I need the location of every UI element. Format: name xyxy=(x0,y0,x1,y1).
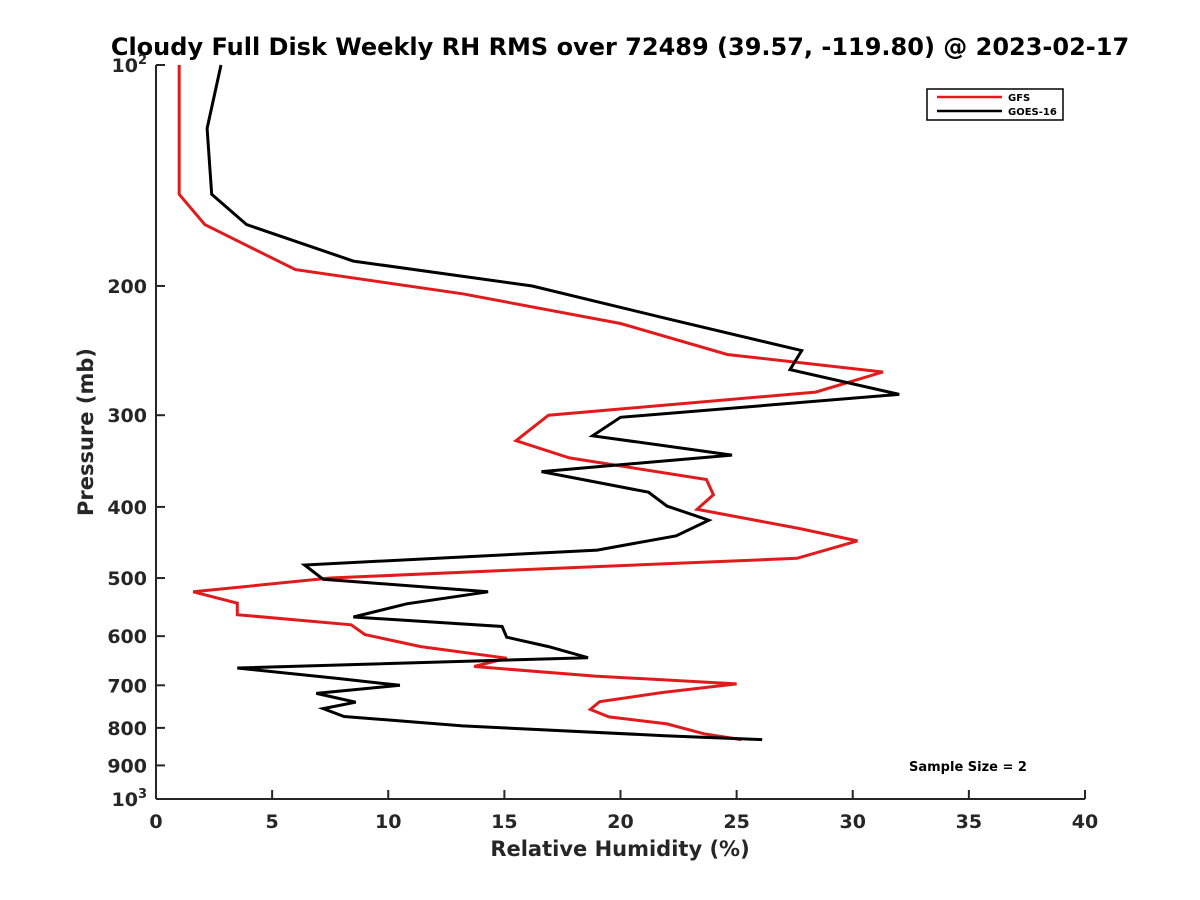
legend: GFS GOES-16 xyxy=(926,88,1064,121)
series-line-goes-16 xyxy=(205,64,900,742)
chart-title: Cloudy Full Disk Weekly RH RMS over 7248… xyxy=(111,33,1129,61)
series-line-gfs xyxy=(177,65,884,742)
y-tick-label: 800 xyxy=(107,718,147,740)
legend-box xyxy=(926,88,1064,121)
plot-area: 0 5 10 15 20 25 30 35 40 10220030040050060070080… xyxy=(107,53,1098,833)
y-tick-label: 300 xyxy=(107,405,147,427)
x-tick-label: 5 xyxy=(266,811,279,833)
y-tick-label-text: 10 xyxy=(112,55,138,77)
x-ticks: 0 5 10 15 20 25 30 35 40 xyxy=(149,790,1098,833)
x-tick-label: 20 xyxy=(607,811,633,833)
x-tick-label: 0 xyxy=(149,811,162,833)
x-tick-label: 35 xyxy=(956,811,982,833)
y-tick-exponent: 3 xyxy=(138,787,147,802)
y-tick-label-text: 10 xyxy=(112,789,138,811)
x-axis-label: Relative Humidity (%) xyxy=(490,837,749,861)
y-tick-label-text: 700 xyxy=(107,675,147,697)
x-tick-label: 25 xyxy=(723,811,749,833)
y-tick-label: 400 xyxy=(107,497,147,519)
y-tick-label: 102 xyxy=(112,53,148,77)
legend-items: GFS GOES-16 xyxy=(937,93,1057,118)
y-tick-label: 200 xyxy=(107,276,147,298)
y-tick-label-text: 800 xyxy=(107,718,147,740)
legend-label-gfs: GFS xyxy=(1008,93,1030,104)
y-tick-label: 600 xyxy=(107,626,147,648)
y-tick-label: 700 xyxy=(107,675,147,697)
y-tick-label-text: 900 xyxy=(107,755,147,777)
legend-label-goes-16: GOES-16 xyxy=(1008,107,1057,118)
y-tick-label: 500 xyxy=(107,568,147,590)
x-tick-label: 30 xyxy=(840,811,866,833)
y-tick-label-text: 200 xyxy=(107,276,147,298)
y-axis-label: Pressure (mb) xyxy=(74,348,98,516)
x-tick-label: 15 xyxy=(491,811,517,833)
y-tick-label-text: 400 xyxy=(107,497,147,519)
y-tick-exponent: 2 xyxy=(138,53,147,68)
y-tick-label: 103 xyxy=(112,787,148,811)
x-tick-label: 40 xyxy=(1072,811,1098,833)
y-tick-label-text: 300 xyxy=(107,405,147,427)
y-tick-label: 900 xyxy=(107,755,147,777)
series-lines xyxy=(177,64,900,742)
y-tick-label-text: 600 xyxy=(107,626,147,648)
sample-size-note: Sample Size = 2 xyxy=(909,760,1027,775)
y-tick-label-text: 500 xyxy=(107,568,147,590)
x-tick-label: 10 xyxy=(375,811,401,833)
